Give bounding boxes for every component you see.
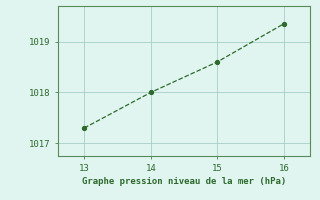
X-axis label: Graphe pression niveau de la mer (hPa): Graphe pression niveau de la mer (hPa) [82,177,286,186]
